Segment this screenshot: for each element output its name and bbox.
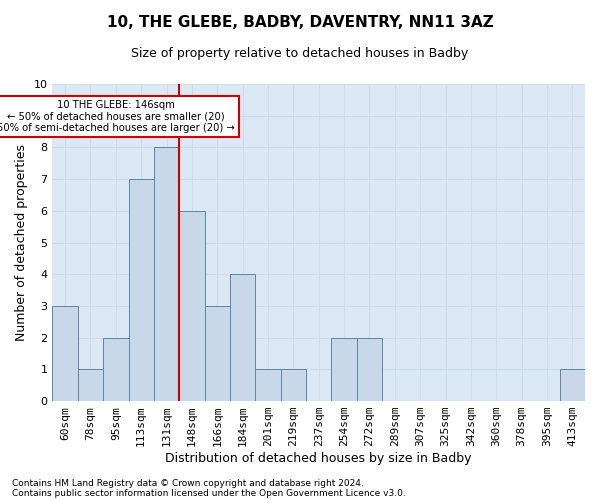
Bar (331, 338, 357, 401)
Text: Size of property relative to detached houses in Badby: Size of property relative to detached ho… (131, 48, 469, 60)
Bar (103, 338, 128, 401)
Bar (154, 148, 179, 401)
Text: 10, THE GLEBE, BADBY, DAVENTRY, NN11 3AZ: 10, THE GLEBE, BADBY, DAVENTRY, NN11 3AZ (107, 15, 493, 30)
Bar (560, 370, 585, 401)
Bar (179, 211, 205, 401)
Bar (230, 274, 256, 401)
Y-axis label: Number of detached properties: Number of detached properties (15, 144, 28, 341)
Text: Contains public sector information licensed under the Open Government Licence v3: Contains public sector information licen… (12, 488, 406, 498)
Bar (256, 370, 281, 401)
Text: Contains HM Land Registry data © Crown copyright and database right 2024.: Contains HM Land Registry data © Crown c… (12, 478, 364, 488)
Bar (78, 370, 103, 401)
X-axis label: Distribution of detached houses by size in Badby: Distribution of detached houses by size … (166, 452, 472, 465)
Bar (205, 306, 230, 401)
Bar (128, 179, 154, 401)
Text: 10 THE GLEBE: 146sqm
← 50% of detached houses are smaller (20)
50% of semi-detac: 10 THE GLEBE: 146sqm ← 50% of detached h… (0, 100, 235, 133)
Bar (281, 370, 306, 401)
Bar (52, 306, 78, 401)
Bar (357, 338, 382, 401)
